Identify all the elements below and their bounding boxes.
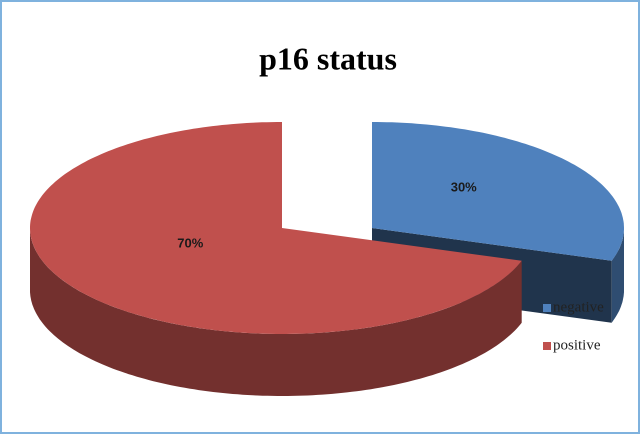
slice <box>372 122 624 261</box>
chart-title: p16 status <box>259 40 397 76</box>
value-label: 70% <box>177 235 203 250</box>
legend-swatch <box>543 304 551 312</box>
slice-side <box>611 228 624 323</box>
legend-label: positive <box>553 337 601 353</box>
slice <box>30 122 522 334</box>
legend-label: negative <box>553 299 604 315</box>
value-label: 30% <box>451 179 477 194</box>
slice-side <box>30 228 522 396</box>
legend-swatch <box>543 342 551 350</box>
